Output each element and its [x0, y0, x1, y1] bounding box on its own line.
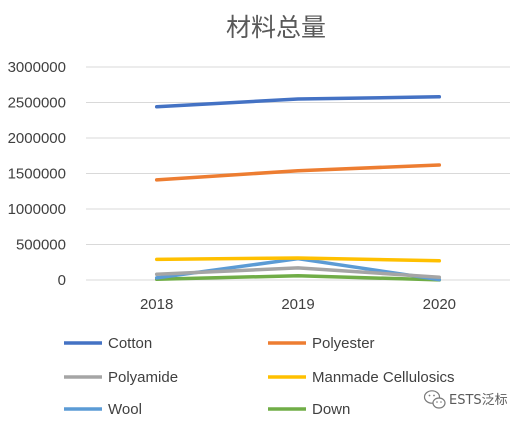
series-line-down — [154, 273, 442, 282]
watermark: ESTS泛标 — [423, 390, 508, 409]
series-line-manmade-cellulosics — [154, 256, 442, 263]
series-line-cotton — [154, 95, 442, 109]
legend-item-cotton: Cotton — [64, 335, 152, 352]
x-tick-label: 2020 — [423, 296, 456, 313]
gridlines — [86, 66, 510, 281]
x-tick-label: 2018 — [140, 296, 173, 313]
plot-area — [154, 95, 442, 282]
legend: Cotton Polyester Polyamide Manmade Cellulos… — [64, 335, 455, 418]
legend-label: Polyamide — [108, 369, 178, 386]
series-line-polyamide — [154, 266, 442, 279]
chart-title: 材料总量 — [226, 13, 326, 42]
legend-item-polyamide: Polyamide — [64, 369, 178, 386]
series-line-polyester — [154, 163, 442, 182]
legend-label: Polyester — [312, 335, 375, 352]
y-tick-label: 500000 — [16, 237, 66, 254]
legend-label: Down — [312, 401, 350, 418]
legend-item-down: Down — [268, 401, 350, 418]
x-tick-label: 2019 — [281, 296, 314, 313]
legend-item-wool: Wool — [64, 401, 142, 418]
wechat-icon — [423, 390, 446, 409]
y-tick-label: 3000000 — [8, 59, 66, 76]
y-axis: 0 500000 1000000 1500000 2000000 2500000 30000… — [8, 59, 66, 289]
legend-label: Wool — [108, 401, 142, 418]
legend-item-manmade-cellulosics: Manmade Cellulosics — [268, 369, 455, 386]
y-tick-label: 2500000 — [8, 95, 66, 112]
y-tick-label: 1500000 — [8, 166, 66, 183]
y-tick-label: 0 — [58, 272, 66, 289]
y-tick-label: 2000000 — [8, 130, 66, 147]
y-tick-label: 1000000 — [8, 201, 66, 218]
x-axis: 2018 2019 2020 — [140, 296, 456, 313]
legend-label: Cotton — [108, 335, 152, 352]
legend-label: Manmade Cellulosics — [312, 369, 455, 386]
watermark-text: ESTS泛标 — [449, 393, 508, 408]
legend-item-polyester: Polyester — [268, 335, 375, 352]
